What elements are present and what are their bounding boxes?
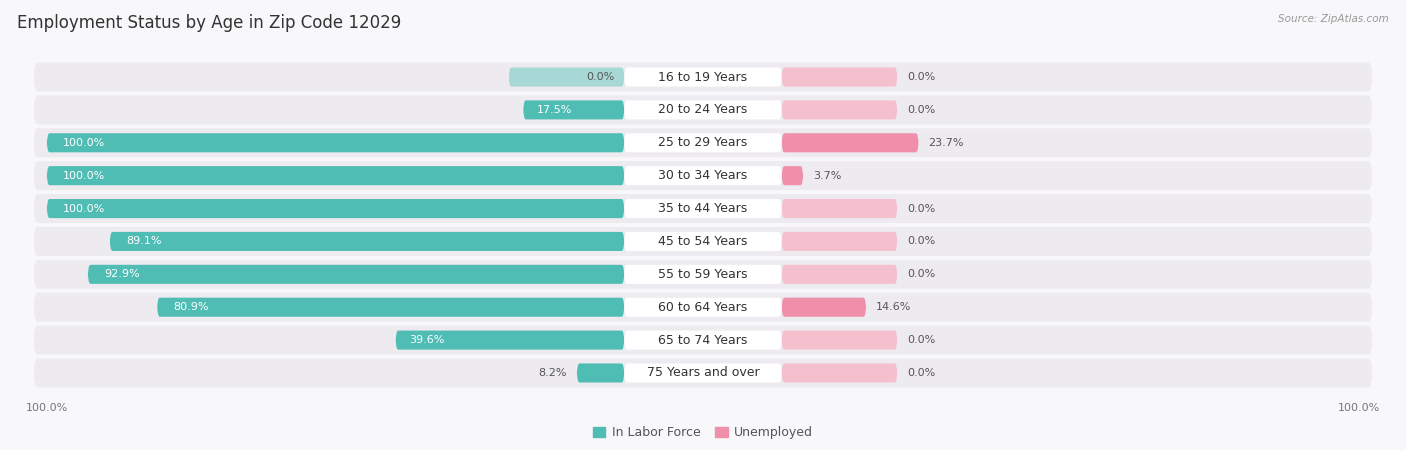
Text: 39.6%: 39.6% (409, 335, 444, 345)
FancyBboxPatch shape (624, 331, 782, 350)
Text: 30 to 34 Years: 30 to 34 Years (658, 169, 748, 182)
FancyBboxPatch shape (576, 364, 624, 382)
Text: Employment Status by Age in Zip Code 12029: Employment Status by Age in Zip Code 120… (17, 14, 401, 32)
FancyBboxPatch shape (34, 326, 1372, 355)
Text: 55 to 59 Years: 55 to 59 Years (658, 268, 748, 281)
FancyBboxPatch shape (46, 199, 624, 218)
FancyBboxPatch shape (110, 232, 624, 251)
FancyBboxPatch shape (782, 265, 897, 284)
FancyBboxPatch shape (782, 331, 897, 350)
Text: 25 to 29 Years: 25 to 29 Years (658, 136, 748, 149)
Text: 45 to 54 Years: 45 to 54 Years (658, 235, 748, 248)
Text: 100.0%: 100.0% (63, 203, 105, 214)
FancyBboxPatch shape (34, 260, 1372, 289)
FancyBboxPatch shape (34, 95, 1372, 124)
Text: 100.0%: 100.0% (63, 138, 105, 148)
FancyBboxPatch shape (782, 364, 897, 382)
Text: Source: ZipAtlas.com: Source: ZipAtlas.com (1278, 14, 1389, 23)
FancyBboxPatch shape (34, 161, 1372, 190)
Text: 17.5%: 17.5% (536, 105, 572, 115)
Text: 14.6%: 14.6% (876, 302, 911, 312)
Text: 65 to 74 Years: 65 to 74 Years (658, 333, 748, 346)
FancyBboxPatch shape (624, 100, 782, 119)
FancyBboxPatch shape (624, 199, 782, 218)
FancyBboxPatch shape (782, 232, 897, 251)
Text: 0.0%: 0.0% (907, 72, 935, 82)
FancyBboxPatch shape (624, 364, 782, 382)
Text: 80.9%: 80.9% (173, 302, 209, 312)
Legend: In Labor Force, Unemployed: In Labor Force, Unemployed (588, 422, 818, 445)
Text: 0.0%: 0.0% (586, 72, 614, 82)
FancyBboxPatch shape (782, 133, 918, 152)
FancyBboxPatch shape (46, 133, 624, 152)
FancyBboxPatch shape (782, 68, 897, 86)
FancyBboxPatch shape (46, 166, 624, 185)
FancyBboxPatch shape (624, 166, 782, 185)
FancyBboxPatch shape (782, 298, 866, 317)
FancyBboxPatch shape (34, 359, 1372, 387)
FancyBboxPatch shape (34, 227, 1372, 256)
FancyBboxPatch shape (523, 100, 624, 119)
Text: 100.0%: 100.0% (63, 171, 105, 180)
FancyBboxPatch shape (624, 68, 782, 86)
Text: 0.0%: 0.0% (907, 236, 935, 247)
FancyBboxPatch shape (34, 293, 1372, 322)
Text: 35 to 44 Years: 35 to 44 Years (658, 202, 748, 215)
Text: 8.2%: 8.2% (538, 368, 567, 378)
FancyBboxPatch shape (157, 298, 624, 317)
Text: 20 to 24 Years: 20 to 24 Years (658, 104, 748, 117)
FancyBboxPatch shape (624, 298, 782, 317)
Text: 75 Years and over: 75 Years and over (647, 366, 759, 379)
Text: 92.9%: 92.9% (104, 270, 139, 279)
Text: 23.7%: 23.7% (928, 138, 965, 148)
Text: 0.0%: 0.0% (907, 368, 935, 378)
FancyBboxPatch shape (624, 232, 782, 251)
FancyBboxPatch shape (34, 128, 1372, 157)
FancyBboxPatch shape (34, 63, 1372, 91)
FancyBboxPatch shape (624, 265, 782, 284)
Text: 16 to 19 Years: 16 to 19 Years (658, 71, 748, 84)
FancyBboxPatch shape (509, 68, 624, 86)
FancyBboxPatch shape (624, 133, 782, 152)
FancyBboxPatch shape (782, 100, 897, 119)
Text: 0.0%: 0.0% (907, 203, 935, 214)
Text: 0.0%: 0.0% (907, 105, 935, 115)
Text: 89.1%: 89.1% (127, 236, 162, 247)
FancyBboxPatch shape (395, 331, 624, 350)
Text: 0.0%: 0.0% (907, 270, 935, 279)
Text: 0.0%: 0.0% (907, 335, 935, 345)
FancyBboxPatch shape (34, 194, 1372, 223)
FancyBboxPatch shape (782, 199, 897, 218)
FancyBboxPatch shape (782, 166, 803, 185)
Text: 3.7%: 3.7% (813, 171, 841, 180)
FancyBboxPatch shape (87, 265, 624, 284)
Text: 60 to 64 Years: 60 to 64 Years (658, 301, 748, 314)
